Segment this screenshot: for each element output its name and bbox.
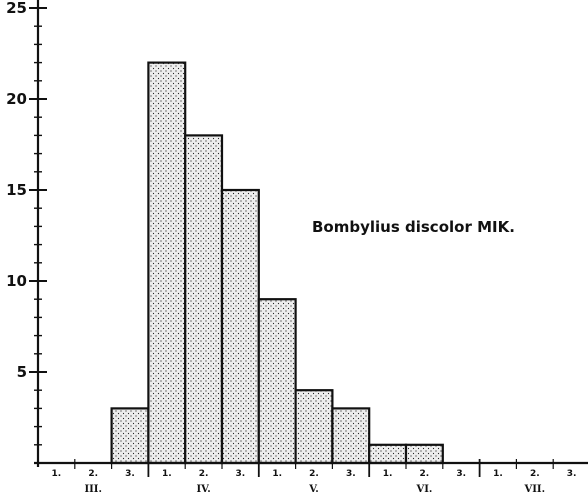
x-decade-label-11: 2.: [420, 469, 430, 479]
bar-10: [368, 443, 408, 465]
axes-group: [29, 0, 588, 477]
x-month-label-VI: VI.: [415, 484, 432, 495]
x-decade-label-6: 3.: [236, 469, 246, 479]
bar-3: [110, 407, 150, 465]
bar-7: [257, 298, 297, 465]
chart-title: Bombylius discolor MIK.: [312, 218, 515, 236]
x-decade-label-3: 3.: [125, 469, 135, 479]
y-tick-label-20: 20: [6, 90, 27, 108]
x-month-label-VII: VII.: [523, 484, 545, 495]
bar-4: [147, 61, 187, 465]
x-decade-label-8: 2.: [309, 469, 319, 479]
bar-6: [220, 188, 260, 465]
bar-5: [184, 134, 224, 465]
x-decade-label-4: 1.: [162, 469, 172, 479]
y-tick-label-5: 5: [17, 363, 27, 381]
x-decade-label-15: 3.: [567, 469, 577, 479]
x-decade-label-2: 2.: [88, 469, 98, 479]
x-decade-label-12: 3.: [456, 469, 466, 479]
bars-group: [110, 61, 444, 465]
x-month-label-V: V.: [308, 484, 319, 495]
bar-11: [404, 443, 444, 465]
bar-9: [331, 407, 371, 465]
x-decade-label-5: 2.: [199, 469, 209, 479]
y-tick-label-25: 25: [6, 0, 27, 17]
x-decade-label-9: 3.: [346, 469, 356, 479]
bar-8: [294, 389, 334, 465]
x-decade-label-10: 1.: [383, 469, 393, 479]
x-month-label-IV: IV.: [197, 484, 211, 495]
y-tick-label-15: 15: [6, 181, 27, 199]
x-decade-label-14: 2.: [530, 469, 540, 479]
y-tick-label-10: 10: [6, 272, 27, 290]
x-decade-label-1: 1.: [52, 469, 62, 479]
labels-group: 5 10 15 20 25 1. 2. 3. 1. 2. 3. 1. 2. 3. 1. 2. 3. 1. 2. 3. I…: [6, 0, 576, 495]
x-month-label-III: III.: [84, 484, 102, 495]
x-decade-label-13: 1.: [493, 469, 503, 479]
x-decade-label-7: 1.: [272, 469, 282, 479]
